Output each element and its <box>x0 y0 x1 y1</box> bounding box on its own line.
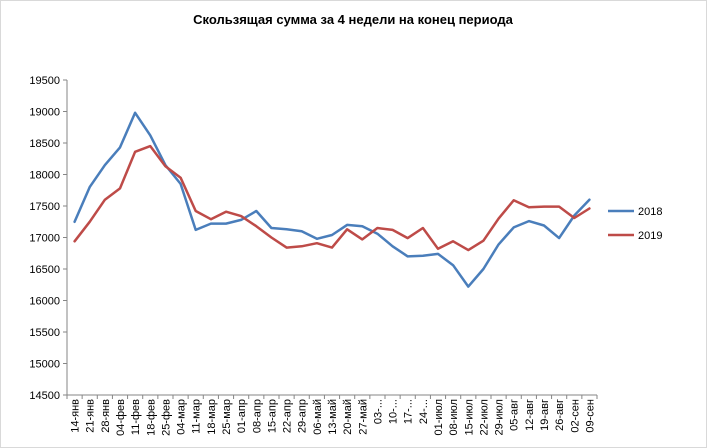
x-tick-label: 15-апр <box>266 399 278 433</box>
x-tick-label: 15-июл <box>463 399 475 435</box>
x-tick-label: 22-апр <box>282 399 294 433</box>
y-tick-label: 14500 <box>29 390 60 402</box>
y-tick-label: 18000 <box>29 170 60 182</box>
legend: 2018 2019 <box>608 206 662 242</box>
x-tick-label: 28-янв <box>100 399 112 433</box>
x-tick-label: 09-сен <box>584 399 596 433</box>
y-tick-label: 19500 <box>29 75 60 87</box>
legend-label-2019: 2019 <box>638 230 662 242</box>
x-tick-label: 06-май <box>312 399 324 435</box>
x-tick-label: 11-фев <box>130 399 142 435</box>
x-tick-label: 13-май <box>327 399 339 435</box>
y-tick-label: 17000 <box>29 233 60 245</box>
series-line-2019 <box>73 144 591 252</box>
legend-label-2018: 2018 <box>638 206 662 218</box>
x-tick-labels: 14-янв 21-янв 28-янв 04-фев 11-фев 18-фев 25-ф… <box>70 399 597 436</box>
x-tick-label: 24-... <box>418 399 430 424</box>
x-tick-label: 08-апр <box>251 399 263 433</box>
x-tick-label: 20-май <box>342 399 354 435</box>
y-tick-label: 18500 <box>29 138 60 150</box>
y-tick-label: 16500 <box>29 264 60 276</box>
x-tick-label: 27-май <box>357 399 369 435</box>
y-tick-label: 17500 <box>29 201 60 213</box>
x-tick-label: 14-янв <box>70 399 82 433</box>
x-tick-label: 18-мар <box>206 399 218 435</box>
x-tick-label: 21-янв <box>85 399 97 433</box>
x-tick-label: 08-июл <box>448 399 460 435</box>
x-tick-label: 25-мар <box>221 399 233 435</box>
x-tick-label: 29-июл <box>494 399 506 435</box>
y-tick-label: 19000 <box>29 107 60 119</box>
x-tick-label: 04-фев <box>115 399 127 436</box>
x-tick-label: 12-авг <box>524 399 536 431</box>
x-tick-label: 02-сен <box>569 399 581 433</box>
y-tick-label: 15000 <box>29 359 60 371</box>
x-tick-label: 10-... <box>388 399 400 424</box>
x-tick-label: 19-авг <box>539 399 551 431</box>
x-tick-label: 18-фев <box>145 399 157 436</box>
y-tick-labels: 14500 15000 15500 16000 16500 17000 17500 18000… <box>29 75 60 402</box>
x-tick-label: 25-фев <box>160 399 172 436</box>
axes <box>63 79 598 399</box>
y-tick-label: 16000 <box>29 296 60 308</box>
x-tick-label: 29-апр <box>297 399 309 433</box>
x-tick-label: 01-июл <box>433 399 445 435</box>
x-tick-label: 11-мар <box>191 399 203 434</box>
y-tick-label: 15500 <box>29 327 60 339</box>
series-lines <box>73 111 591 288</box>
chart-title: Скользящая сумма за 4 недели на конец пе… <box>193 12 513 27</box>
x-tick-label: 17-... <box>403 399 415 424</box>
x-tick-label: 01-апр <box>236 399 248 433</box>
x-tick-label: 03-... <box>372 399 384 424</box>
x-tick-label: 05-авг <box>509 399 521 431</box>
x-tick-label: 04-мар <box>176 399 188 435</box>
x-tick-label: 22-июл <box>478 399 490 435</box>
x-tick-label: 26-авг <box>554 399 566 431</box>
series-line-2018 <box>73 111 591 288</box>
